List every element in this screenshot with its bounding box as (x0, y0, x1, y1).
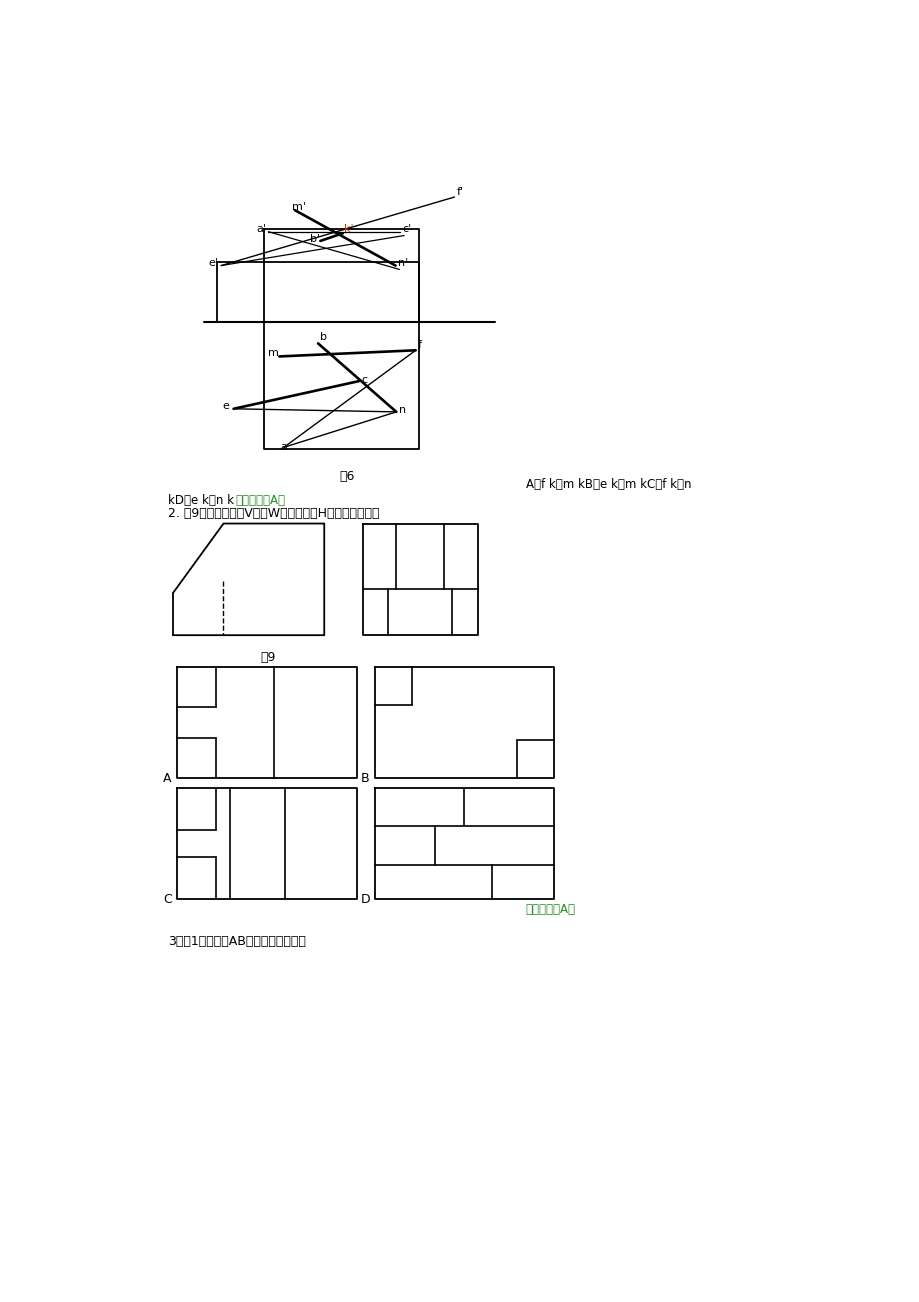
Text: f': f' (456, 186, 463, 197)
Text: 2. 图9给出了物体的V面和W面投影，则H面投影应为（）: 2. 图9给出了物体的V面和W面投影，则H面投影应为（） (167, 508, 379, 521)
Text: f: f (417, 340, 422, 350)
Text: B: B (360, 772, 369, 785)
Text: n: n (398, 405, 405, 415)
Text: a: a (279, 443, 287, 452)
Text: c': c' (403, 224, 412, 233)
Text: e: e (222, 401, 230, 411)
Text: b': b' (309, 234, 319, 245)
Text: 图9: 图9 (260, 651, 276, 664)
Text: m: m (268, 349, 279, 358)
Text: D: D (360, 893, 369, 906)
Text: A: A (163, 772, 171, 785)
Text: n': n' (397, 258, 408, 268)
Text: 参考答案：A；: 参考答案：A； (525, 904, 575, 917)
Text: kD、e k和n k: kD、e k和n k (167, 493, 233, 506)
Text: c: c (361, 375, 368, 384)
Text: A、f k和m kB、e k和m kC、f k和n: A、f k和m kB、e k和m kC、f k和n (525, 478, 690, 491)
Text: C: C (163, 893, 172, 906)
Text: 参考答案：A；: 参考答案：A； (235, 493, 285, 506)
Text: a': a' (255, 224, 266, 233)
Text: k': k' (344, 224, 354, 233)
Text: e': e' (209, 258, 219, 268)
Text: 图6: 图6 (339, 470, 355, 483)
Text: 3、图1中，直线AB的实际长度为（）: 3、图1中，直线AB的实际长度为（） (167, 935, 305, 948)
Text: m': m' (291, 202, 305, 212)
Text: b: b (320, 332, 327, 341)
